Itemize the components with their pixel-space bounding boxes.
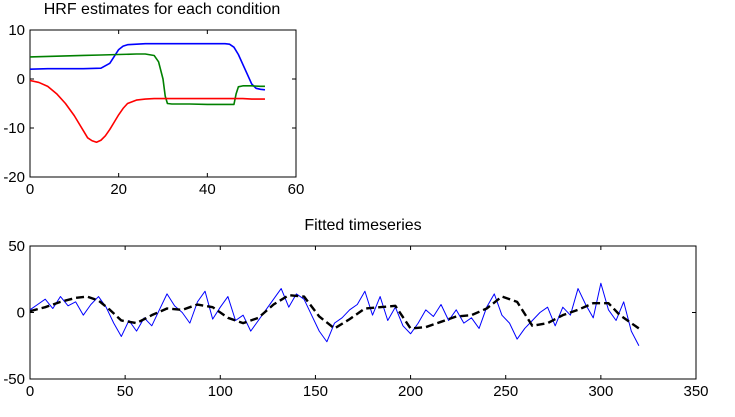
fitted-ytick-label: -50 — [3, 371, 25, 388]
fitted-xtick-label: 200 — [398, 383, 423, 400]
hrf-series-line-2 — [29, 79, 265, 144]
fitted-timeseries-title: Fitted timeseries — [304, 217, 421, 234]
hrf-series-line-0 — [29, 42, 266, 91]
hrf-ytick-label: -20 — [3, 169, 25, 186]
hrf-ytick-label: -10 — [3, 120, 25, 137]
fitted-xtick-label: 150 — [303, 383, 328, 400]
hrf-chart-series-group — [29, 42, 266, 144]
hrf-chart-axes-frame — [29, 29, 297, 178]
fitted-xtick-label: 50 — [117, 383, 134, 400]
fitted-xtick-label: 350 — [683, 383, 708, 400]
fitted-ytick-label: 0 — [17, 305, 25, 322]
fitted-series-line-1 — [29, 294, 640, 330]
hrf-chart-title: HRF estimates for each condition — [44, 1, 281, 18]
fitted-xtick-label: 100 — [208, 383, 233, 400]
fitted-timeseries-chart: Fitted timeseries 0 50 100 150 200 250 300 350 -… — [3, 217, 708, 400]
hrf-ytick-label: 10 — [8, 22, 25, 39]
fitted-timeseries-series-group — [29, 282, 640, 346]
fitted-xtick-label: 0 — [26, 383, 34, 400]
hrf-xtick-label: 40 — [199, 181, 216, 198]
fitted-ytick-label: 50 — [8, 238, 25, 255]
fitted-xtick-label: 250 — [493, 383, 518, 400]
hrf-series-line-1 — [29, 53, 265, 106]
hrf-chart-ticks: 0 20 40 60 -20 -10 0 10 — [3, 22, 304, 198]
fitted-xtick-label: 300 — [588, 383, 613, 400]
hrf-ytick-label: 0 — [17, 71, 25, 88]
hrf-xtick-label: 20 — [110, 181, 127, 198]
hrf-xtick-label: 0 — [26, 181, 34, 198]
fitted-timeseries-axes-frame — [29, 245, 697, 380]
fitted-series-line-0 — [29, 282, 640, 346]
hrf-chart: HRF estimates for each condition 0 20 40 60… — [3, 1, 304, 198]
hrf-xtick-label: 60 — [288, 181, 305, 198]
